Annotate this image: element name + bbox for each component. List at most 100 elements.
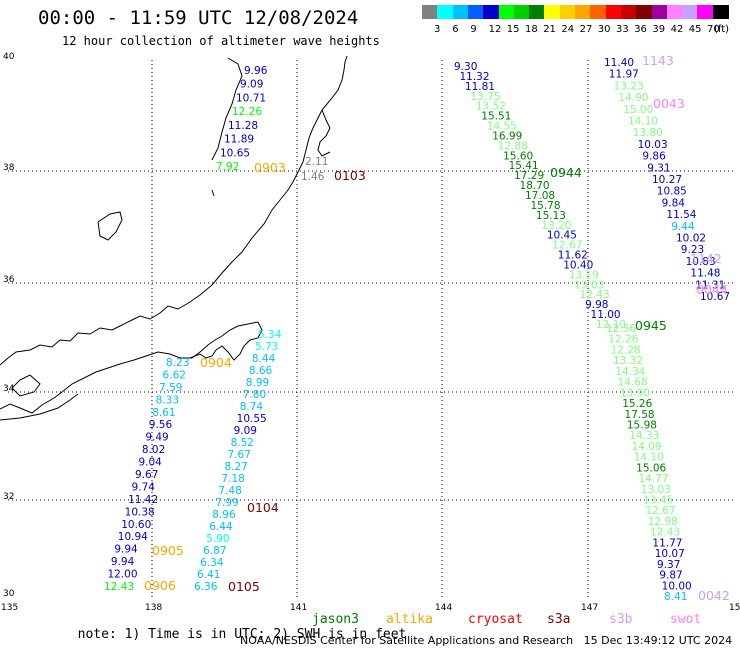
longitude-label: 141 bbox=[290, 603, 308, 613]
track-value-altika-south: 8.27 bbox=[224, 461, 247, 473]
track-value-s3b-east: 9.86 bbox=[642, 151, 666, 163]
track-value-altika-south: 6.44 bbox=[209, 521, 233, 533]
track-value-altika-south: 8.44 bbox=[252, 353, 276, 365]
credit-line: NOAA/NESDIS Center for Satellite Applica… bbox=[240, 634, 733, 647]
track-value-jason3-north: 10.71 bbox=[236, 92, 266, 104]
satellite-legend-item: s3a bbox=[547, 612, 571, 627]
legend-label: 18 bbox=[525, 24, 538, 35]
longitude-label: 138 bbox=[145, 603, 163, 613]
track-value-jason3-south: 9.74 bbox=[132, 481, 156, 493]
track-value-jason3-east: 13.19 bbox=[569, 269, 599, 281]
pass-label: 0103 bbox=[334, 168, 366, 183]
legend-label: 15 bbox=[506, 24, 520, 35]
track-value-jason3-north: 11.28 bbox=[228, 120, 258, 132]
track-value-jason3-southeast: 13.45 bbox=[643, 495, 673, 507]
latitude-label: 32 bbox=[3, 492, 15, 502]
track-value-jason3-southeast: 12.67 bbox=[645, 505, 675, 517]
legend-swatch bbox=[498, 5, 515, 19]
track-value-jason3-north: 9.09 bbox=[240, 79, 263, 91]
pass-label: 0105 bbox=[228, 579, 260, 594]
track-value-jason3-southeast: 8.41 bbox=[664, 591, 687, 603]
pass-label: 0104 bbox=[247, 500, 279, 515]
track-value-jason3-south: 8.02 bbox=[142, 444, 165, 456]
pass-label: 0904 bbox=[200, 355, 232, 370]
track-value-jason3-south: 11.42 bbox=[128, 494, 158, 506]
legend-label: 45 bbox=[688, 24, 702, 35]
track-value-jason3-east: 12.10 bbox=[596, 319, 626, 331]
coastline-honshu-west bbox=[0, 321, 259, 414]
track-value-jason3-east: 13.75 bbox=[470, 91, 500, 103]
track-value-jason3-north: 9.96 bbox=[244, 65, 268, 77]
track-value-s3b-east: 15.00 bbox=[623, 104, 653, 116]
track-value-jason3-south: 9.04 bbox=[138, 457, 162, 469]
track-value-s3b-east: 9.31 bbox=[647, 162, 670, 174]
track-value-s3b-east: 11.40 bbox=[604, 57, 634, 69]
track-value-jason3-south: 12.00 bbox=[107, 569, 137, 581]
map-subtitle: 12 hour collection of altimeter wave hei… bbox=[62, 34, 380, 48]
legend-swatch bbox=[605, 5, 622, 19]
legend-label: 3 bbox=[434, 24, 441, 35]
track-value-jason3-south: 10.94 bbox=[118, 531, 148, 543]
track-value-jason3-south: 8.23 bbox=[166, 357, 189, 369]
pass-label: 0945 bbox=[635, 318, 667, 333]
coastline-sado bbox=[211, 189, 215, 197]
legend-label: 36 bbox=[634, 24, 647, 35]
coastline-honshu bbox=[0, 55, 348, 366]
latitude-label: 38 bbox=[3, 163, 15, 173]
track-value-jason3-east: 15.13 bbox=[536, 210, 566, 222]
pass-label: 0944 bbox=[550, 165, 582, 180]
track-value-altika-south: 7.67 bbox=[228, 449, 251, 461]
track-value-jason3-east: 15.78 bbox=[530, 200, 560, 212]
track-value-jason3-southeast: 13.03 bbox=[641, 484, 671, 496]
track-value-jason3-southeast: 13.90 bbox=[620, 387, 650, 399]
track-value-jason3-east: 13.20 bbox=[541, 220, 571, 232]
pass-label: 0905 bbox=[152, 543, 184, 558]
track-value-jason3-south: 8.61 bbox=[152, 407, 175, 419]
legend-label: 33 bbox=[616, 24, 629, 35]
track-value-jason3-north: 11.89 bbox=[224, 134, 254, 146]
legend-label: 30 bbox=[597, 24, 611, 35]
track-value-jason3-east: 17.08 bbox=[525, 190, 555, 202]
coastline-hokkaido bbox=[317, 109, 331, 157]
track-value-altika-south: 6.41 bbox=[197, 569, 220, 581]
track-value-jason3-southeast: 14.33 bbox=[629, 430, 659, 442]
track-value-jason3-south: 6.62 bbox=[163, 369, 186, 381]
coastline-shikoku bbox=[0, 393, 79, 421]
track-value-jason3-east: 16.99 bbox=[492, 130, 522, 142]
track-value-s3b-east: 11.31 bbox=[695, 279, 725, 291]
track-value-jason3-east: 12.43 bbox=[580, 289, 610, 301]
track-value-jason3-southeast: 14.10 bbox=[634, 452, 664, 464]
track-value-jason3-south: 10.60 bbox=[121, 519, 151, 531]
legend-swatch bbox=[712, 5, 729, 19]
satellite-legend-item: jason3 bbox=[312, 612, 359, 627]
pass-label: 1142 bbox=[690, 251, 722, 266]
track-value-jason3-southeast: 12.43 bbox=[650, 527, 680, 539]
track-value-s3b-east: 10.67 bbox=[700, 291, 730, 303]
satellite-legend-item: altika bbox=[386, 612, 433, 627]
legend-swatch bbox=[620, 5, 637, 19]
legend-label: 42 bbox=[670, 24, 684, 35]
longitude-label: 144 bbox=[435, 603, 453, 613]
legend-swatch bbox=[452, 5, 469, 19]
track-value-jason3-south: 12.43 bbox=[104, 581, 134, 593]
track-value-altika-south: 8.96 bbox=[212, 509, 236, 521]
track-value-altika-south: 7.80 bbox=[243, 389, 266, 401]
track-value-jason3-east: 14.55 bbox=[487, 121, 517, 133]
track-value-s3b-east: 11.48 bbox=[690, 268, 720, 280]
track-value-s3b-east: 10.03 bbox=[638, 139, 668, 151]
coastline-peninsula bbox=[11, 374, 41, 397]
track-value-jason3-east: 15.60 bbox=[503, 150, 533, 162]
legend-label: 9 bbox=[470, 24, 477, 35]
track-value-jason3-south: 7.59 bbox=[159, 382, 182, 394]
latitude-label: 40 bbox=[3, 52, 15, 62]
legend-label: 39 bbox=[652, 24, 666, 35]
track-value-s3b-east: 11.54 bbox=[666, 209, 696, 221]
track-value-jason3-southeast: 15.06 bbox=[636, 462, 666, 474]
track-value-jason3-east: 11.62 bbox=[558, 250, 588, 262]
track-value-s3b-east: 13.23 bbox=[614, 80, 644, 92]
track-value-jason3-southeast: 17.58 bbox=[625, 409, 655, 421]
track-value-altika-south: 8.52 bbox=[231, 437, 254, 449]
legend-label: 70 bbox=[707, 24, 720, 35]
pass-label: 1143 bbox=[642, 53, 674, 68]
